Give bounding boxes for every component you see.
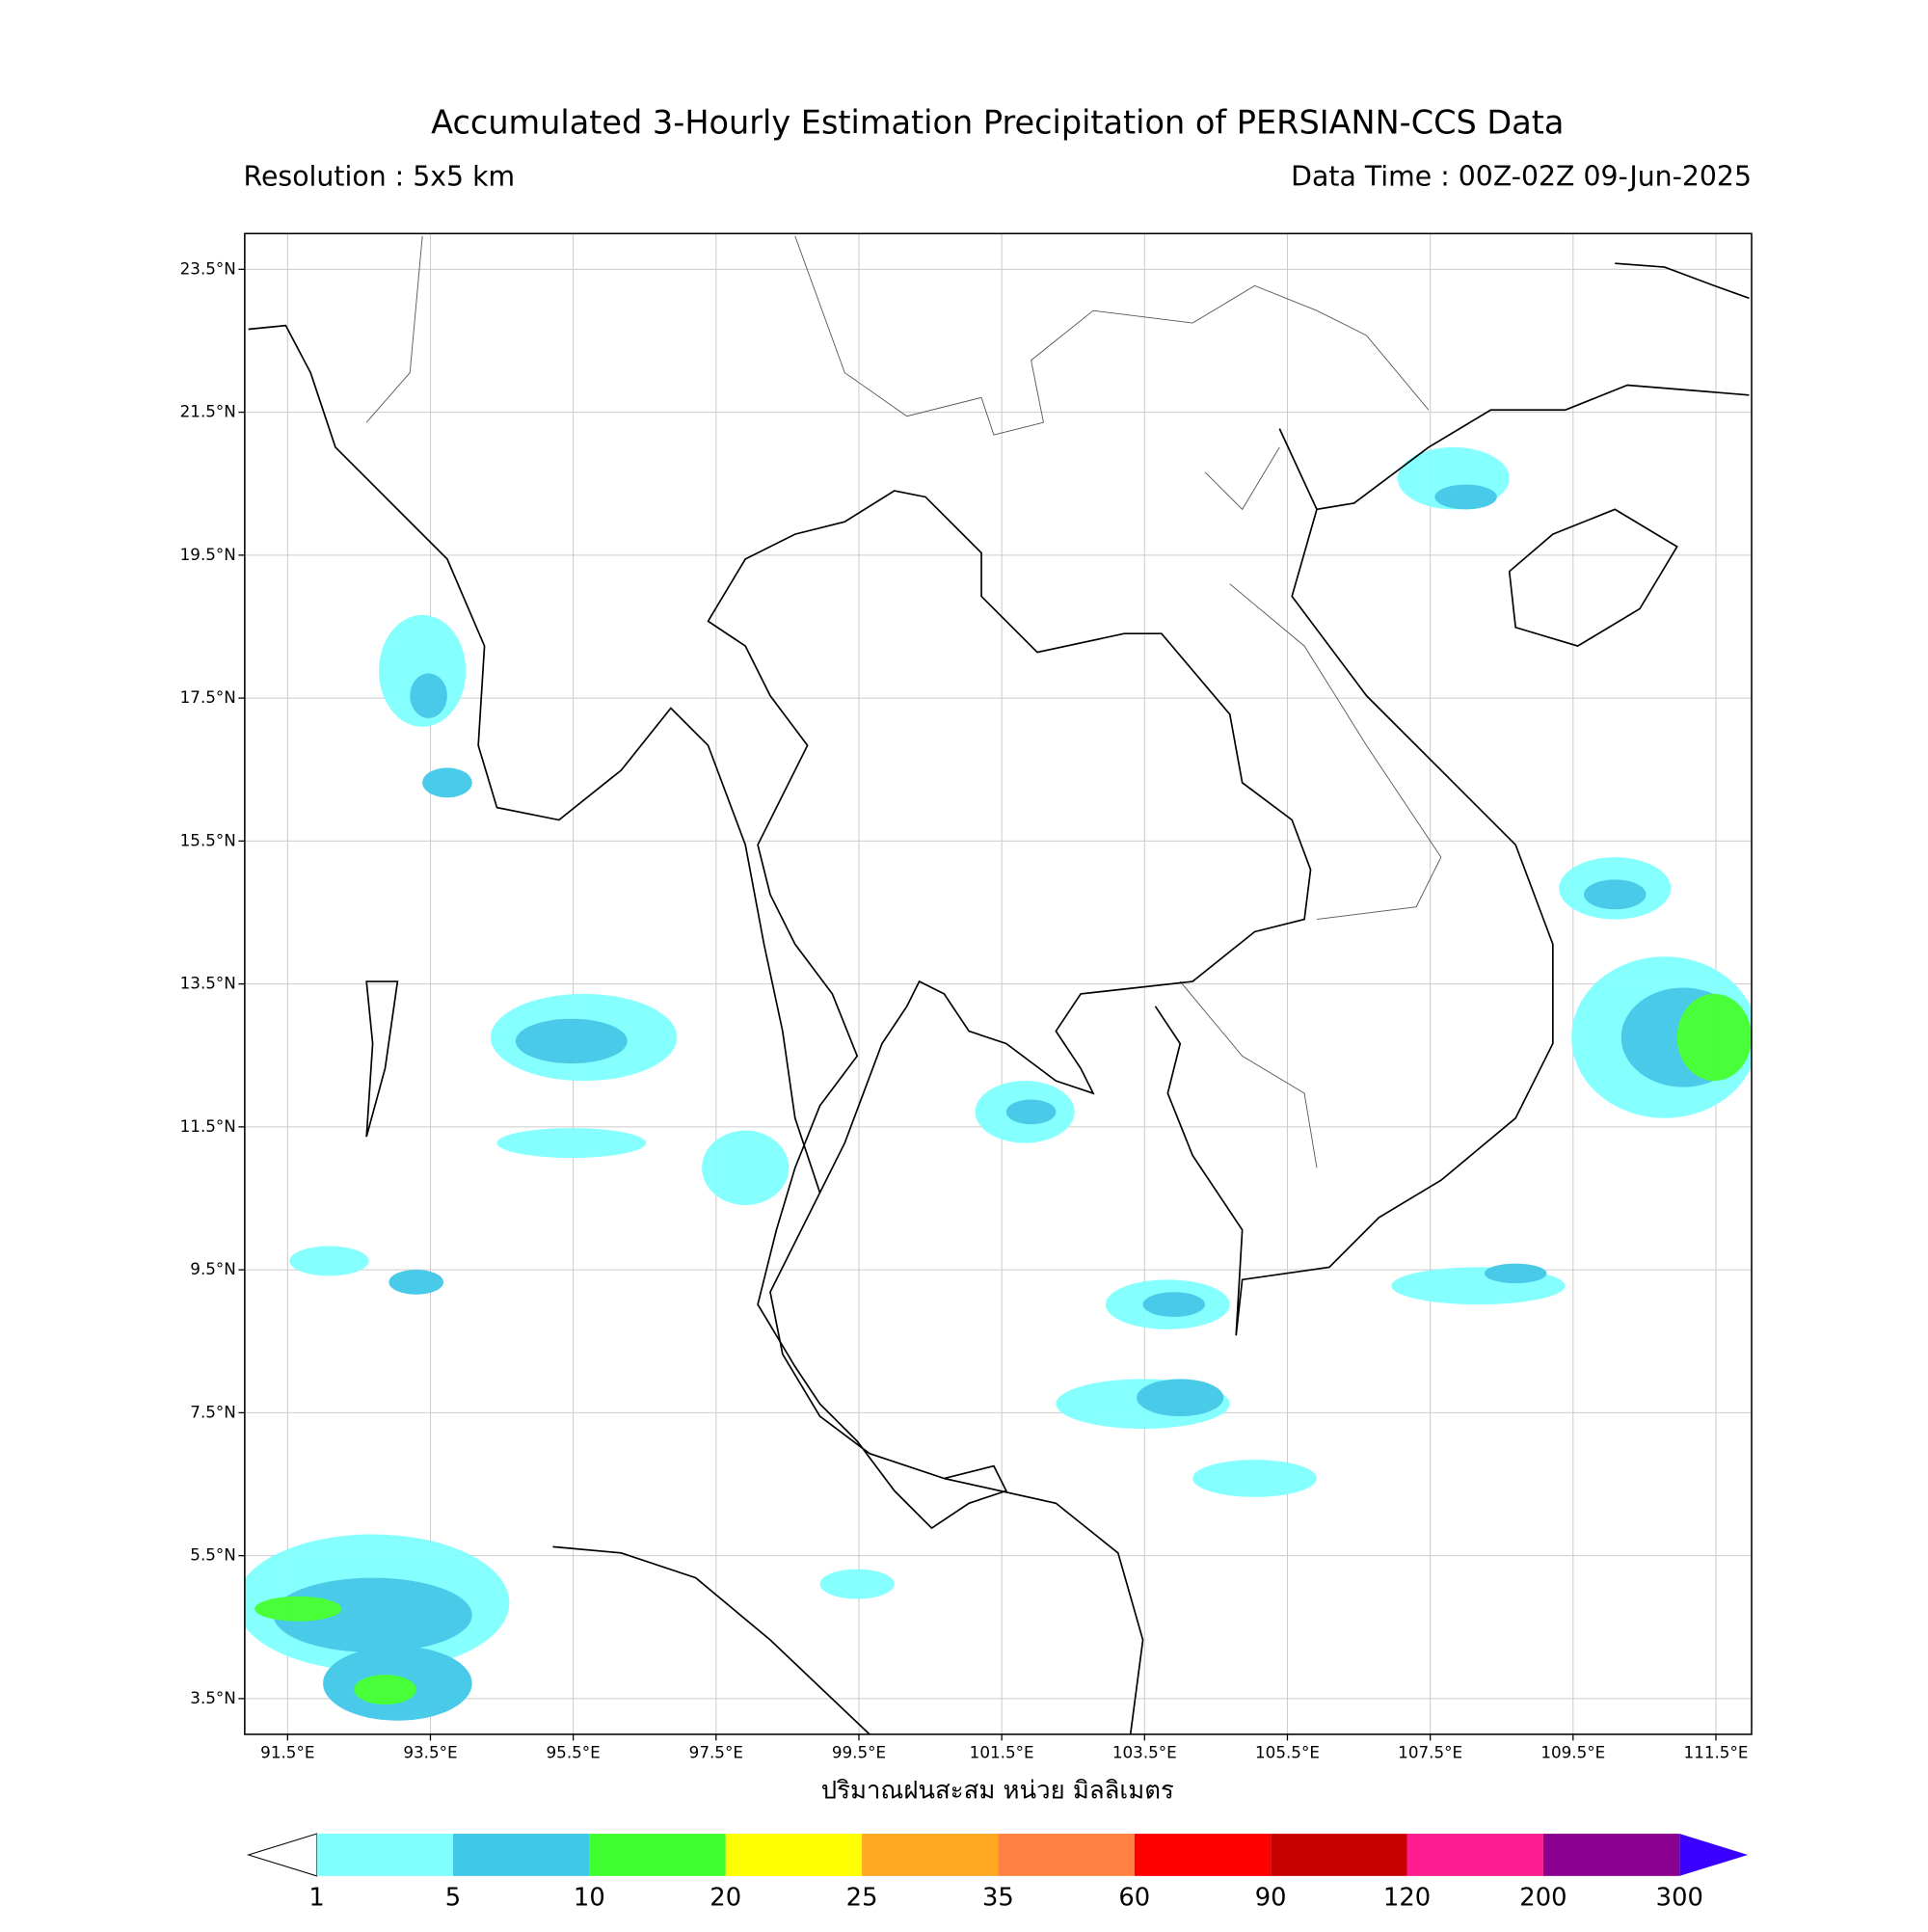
colorbar-segment (725, 1834, 863, 1876)
y-tick-label: 3.5°N (190, 1688, 236, 1707)
colorbar-label: 60 (1118, 1884, 1150, 1913)
colorbar-segment (1134, 1834, 1272, 1876)
y-tick-label: 19.5°N (180, 545, 236, 564)
map-imagery (244, 235, 1753, 1734)
coastline-thailand (707, 490, 1312, 1530)
x-axis-label: ปริมาณฝนสะสม หน่วย มิลลิเมตร (821, 1777, 1174, 1806)
y-tick-label: 15.5°N (180, 830, 236, 849)
x-tick-label: 105.5°E (1255, 1742, 1320, 1761)
x-tick-label: 101.5°E (970, 1742, 1034, 1761)
colorbar-label: 1 (308, 1884, 324, 1913)
x-tick-label: 91.5°E (260, 1742, 314, 1761)
borders (365, 235, 1442, 1168)
rain-areas (244, 446, 1753, 1721)
colorbar-label: 20 (710, 1884, 741, 1913)
y-tick-label: 5.5°N (190, 1545, 236, 1565)
grid (244, 233, 1753, 1734)
colorbar-segment (1271, 1834, 1407, 1876)
colorbar-label: 35 (982, 1884, 1014, 1913)
colorbar-label: 10 (574, 1884, 605, 1913)
x-tick-label: 107.5°E (1398, 1742, 1462, 1761)
x-tick-label: 93.5°E (403, 1742, 457, 1761)
ticks: 91.5°E 93.5°E 95.5°E 97.5°E 99.5°E 101.5°E 103… (180, 258, 1749, 1761)
colorbar-segment (316, 1834, 453, 1876)
colorbar: 1 5 10 20 25 35 60 90 120 200 300 (246, 1833, 1749, 1913)
subtitle-right: Data Time : 00Z-02Z 09-Jun-2025 (1291, 160, 1752, 192)
title: Accumulated 3-Hourly Estimation Precipit… (431, 103, 1564, 141)
x-tick-label: 97.5°E (689, 1742, 743, 1761)
y-tick-label: 9.5°N (190, 1259, 236, 1278)
colorbar-segment (589, 1834, 726, 1876)
colorbar-over (1679, 1834, 1749, 1876)
x-tick-label: 99.5°E (832, 1742, 886, 1761)
x-tick-label: 111.5°E (1684, 1742, 1749, 1761)
y-tick-label: 21.5°N (180, 402, 236, 421)
colorbar-label: 90 (1255, 1884, 1287, 1913)
x-tick-label: 103.5°E (1112, 1742, 1177, 1761)
coastline (248, 262, 1750, 1734)
colorbar-label: 200 (1519, 1884, 1566, 1913)
colorbar-label: 25 (846, 1884, 878, 1913)
colorbar-label: 120 (1383, 1884, 1431, 1913)
colorbar-segment (1406, 1834, 1543, 1876)
colorbar-under (246, 1833, 318, 1877)
colorbar-segment (452, 1834, 590, 1876)
colorbar-segment (998, 1834, 1135, 1876)
colorbar-segment (862, 1834, 999, 1876)
y-tick-label: 17.5°N (180, 687, 236, 707)
colorbar-label: 300 (1656, 1884, 1703, 1913)
y-tick-label: 23.5°N (180, 258, 236, 278)
subtitle-left: Resolution : 5x5 km (244, 160, 516, 192)
x-tick-label: 95.5°E (547, 1742, 601, 1761)
x-tick-label: 109.5°E (1540, 1742, 1605, 1761)
colorbar-segment (1542, 1834, 1680, 1876)
y-tick-label: 7.5°N (190, 1402, 236, 1421)
colorbar-label: 5 (445, 1884, 461, 1913)
y-tick-label: 13.5°N (180, 974, 236, 993)
y-tick-label: 11.5°N (180, 1116, 236, 1136)
